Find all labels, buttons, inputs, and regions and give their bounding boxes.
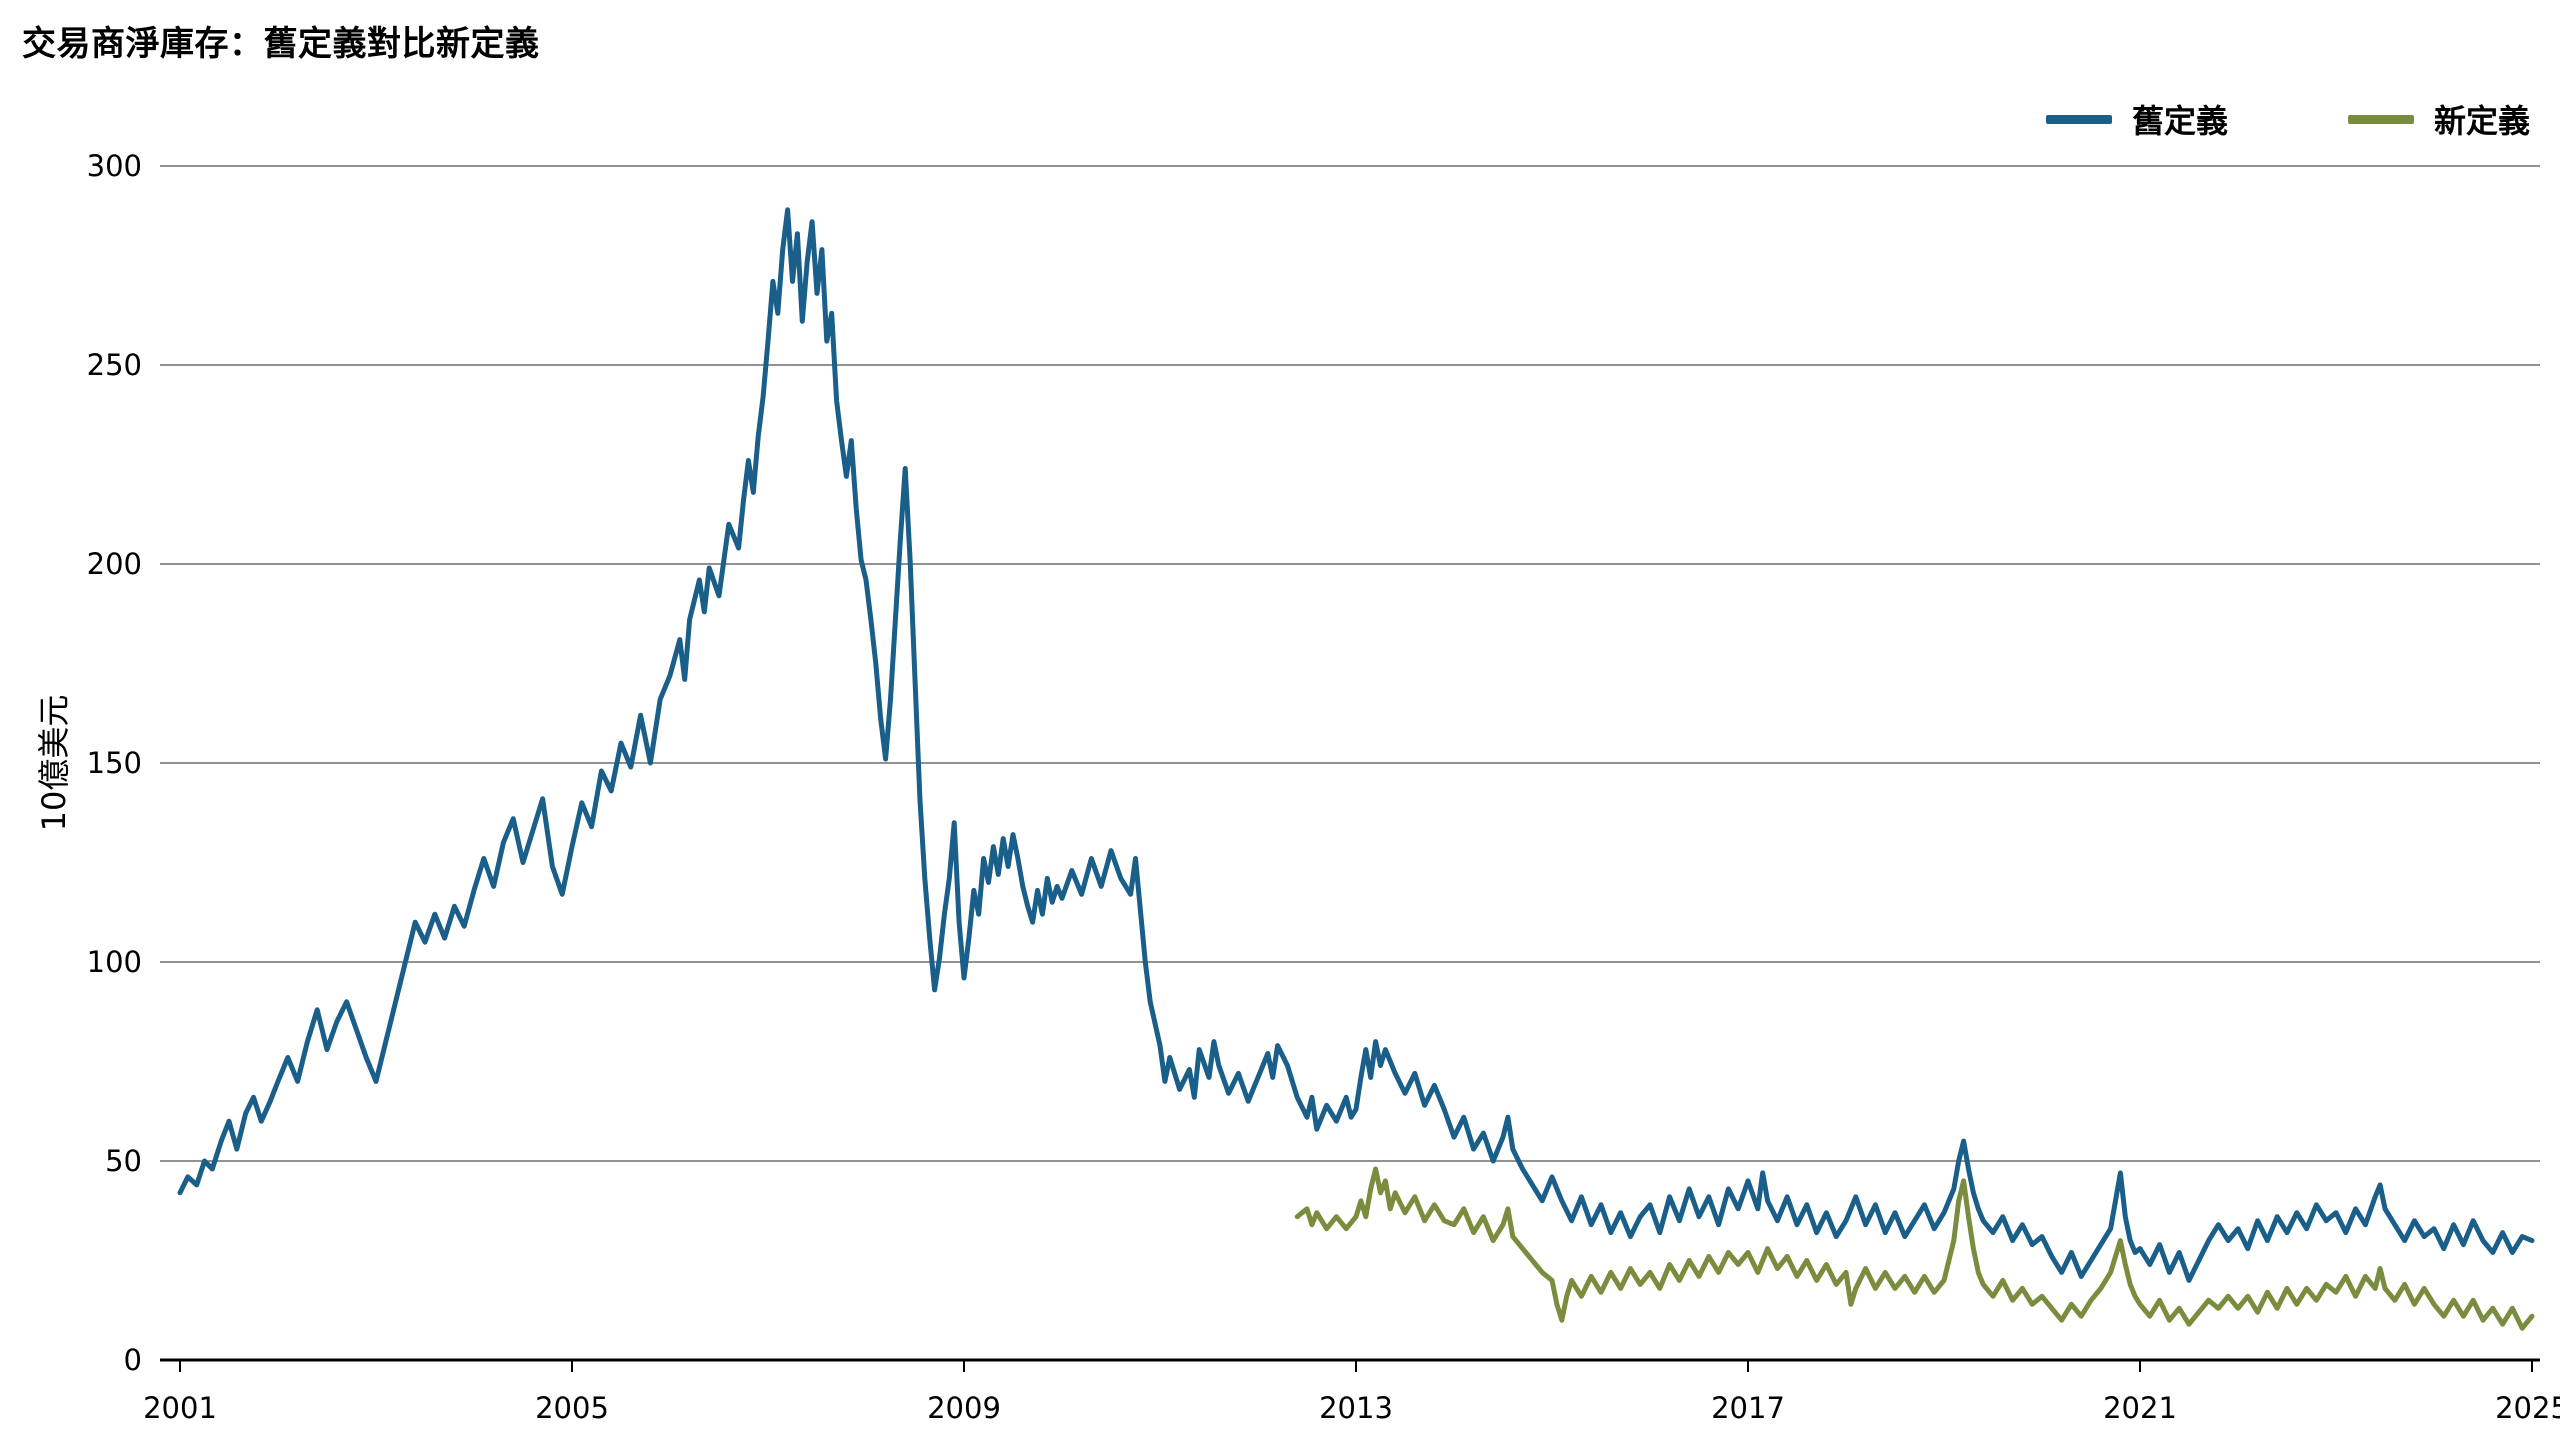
- x-tick-label: 2005: [535, 1391, 609, 1425]
- y-tick-label: 0: [124, 1343, 142, 1377]
- y-tick-label: 150: [87, 746, 142, 780]
- legend: 舊定義 新定義: [2045, 96, 2530, 142]
- y-tick-label: 50: [105, 1144, 142, 1178]
- x-tick-label: 2017: [1711, 1391, 1785, 1425]
- series-line-new-definition: [1294, 1166, 2535, 1331]
- legend-swatch-new-definition: [2347, 114, 2414, 124]
- x-tick-label: 2009: [927, 1391, 1001, 1425]
- series-line-old-definition: [177, 207, 2535, 1283]
- legend-item-old-definition: 舊定義: [2045, 96, 2228, 142]
- x-tick-label: 2021: [2103, 1391, 2177, 1425]
- x-tick-label: 2013: [1319, 1391, 1393, 1425]
- legend-item-new-definition: 新定義: [2347, 96, 2530, 142]
- legend-swatch-old-definition: [2045, 114, 2112, 124]
- y-tick-label: 250: [87, 348, 142, 382]
- legend-label-new-definition: 新定義: [2433, 102, 2530, 140]
- chart-title: 交易商淨庫存：舊定義對比新定義: [22, 24, 540, 64]
- legend-label-old-definition: 舊定義: [2131, 102, 2228, 140]
- y-tick-label: 200: [87, 547, 142, 581]
- y-tick-label: 300: [87, 149, 142, 183]
- x-tick-label: 2025: [2495, 1391, 2560, 1425]
- y-tick-label: 100: [87, 945, 142, 979]
- x-tick-label: 2001: [143, 1391, 217, 1425]
